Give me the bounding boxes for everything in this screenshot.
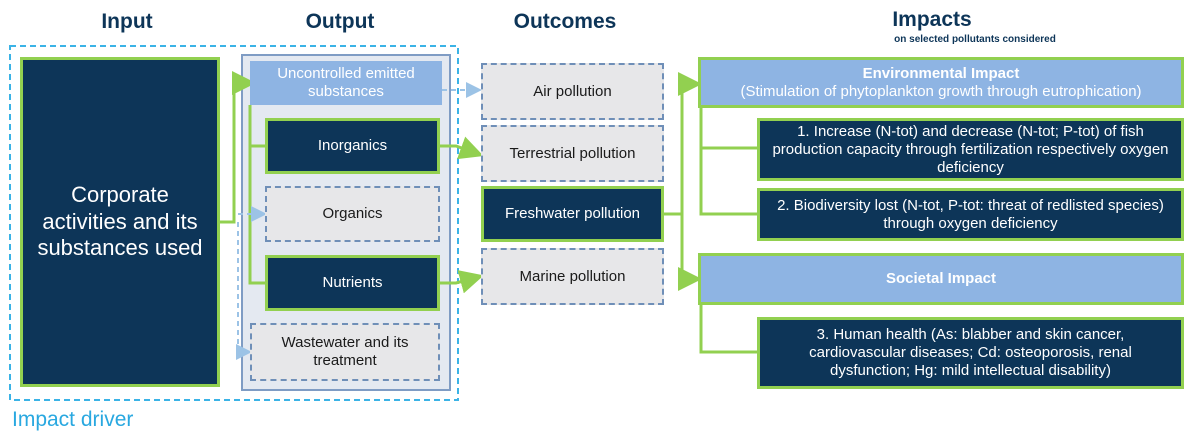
output-box: Uncontrolled emitted substances [250,61,442,105]
impact-driver-frame [9,45,459,401]
header: Impacts [892,8,972,31]
header: Input [101,10,153,33]
header: Outcomes [513,10,617,33]
output-box: Wastewater and its treatment [250,323,440,381]
impact-item: 1. Increase (N-tot) and decrease (N-tot;… [757,118,1184,181]
impact-header: Environmental Impact (Stimulation of phy… [698,57,1184,108]
impact-title: Environmental Impact [862,64,1020,82]
outcome-box: Freshwater pollution [481,186,664,242]
output-box: Organics [265,186,440,242]
impact-item: 3. Human health (As: blabber and skin ca… [757,317,1184,389]
header-subtitle: on selected pollutants considered [894,34,1056,45]
outcome-box: Marine pollution [481,248,664,305]
input-box: Corporate activities and its substances … [20,57,220,387]
green-lines [220,71,757,354]
footer-label: Impact driver [12,408,134,431]
output-box: Nutrients [265,255,440,311]
output-box: Inorganics [265,118,440,174]
header: Output [305,10,375,33]
impact-item: 2. Biodiversity lost (N-tot, P-tot: thre… [757,188,1184,241]
outcome-box: Terrestrial pollution [481,125,664,182]
impact-subtitle: (Stimulation of phytoplankton growth thr… [740,82,1142,100]
dashed-lines [236,82,482,360]
impact-header: Societal Impact [698,253,1184,305]
outcome-box: Air pollution [481,63,664,120]
